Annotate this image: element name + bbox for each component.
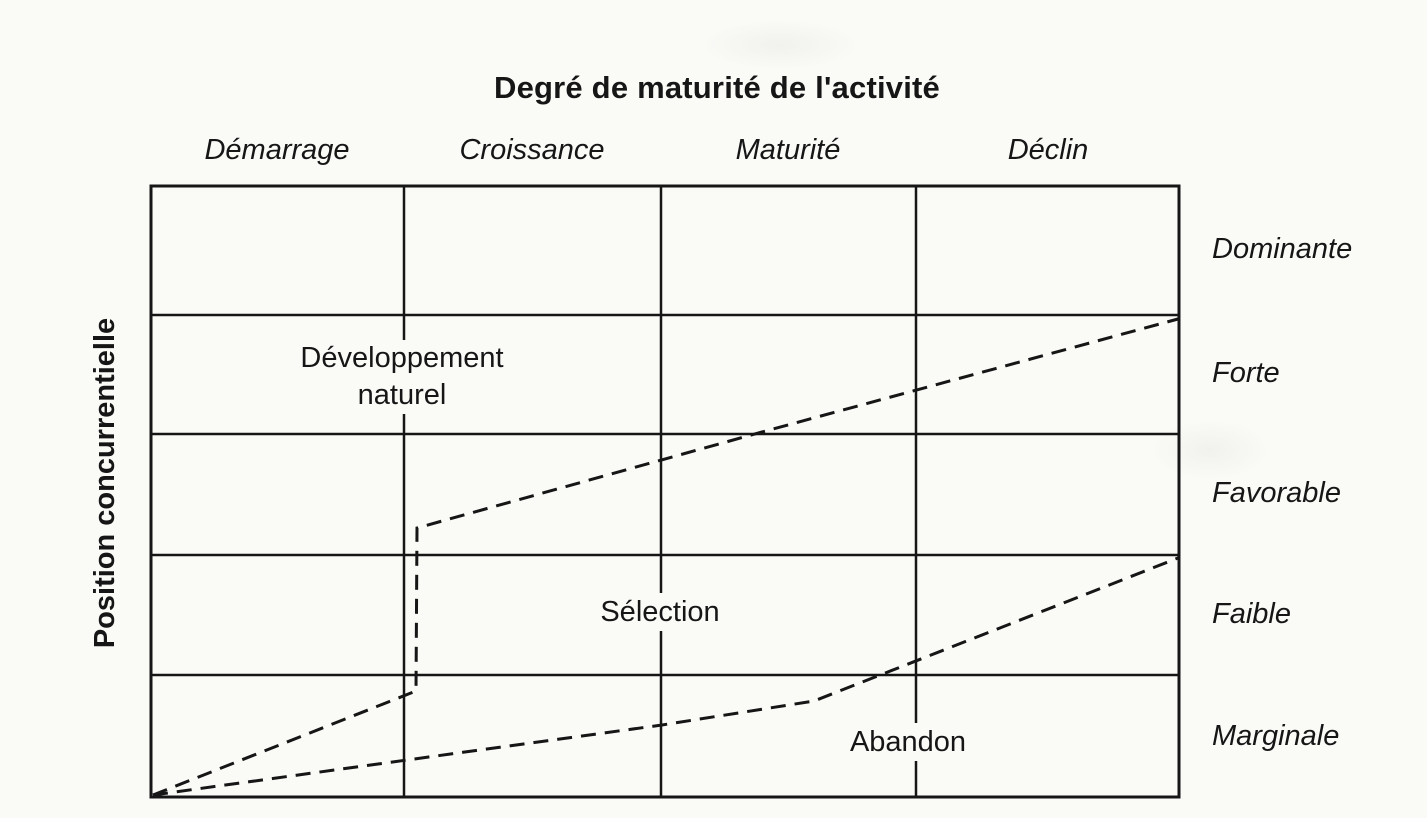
column-header-maturite: Maturité — [735, 134, 841, 166]
row-label-faible: Faible — [1212, 598, 1291, 630]
selection-zone-boundary — [152, 317, 1179, 797]
column-header-croissance: Croissance — [459, 134, 605, 166]
row-label-dominante: Dominante — [1212, 233, 1353, 265]
column-header-declin: Déclin — [1007, 134, 1089, 166]
abandon-zone-boundary — [152, 556, 1179, 797]
y-axis-label: Position concurrentielle — [89, 317, 121, 649]
row-label-marginale: Marginale — [1212, 720, 1340, 752]
zone-label-abandon: Abandon — [813, 723, 1003, 761]
zone-label-selection: Sélection — [560, 593, 760, 631]
grid-frame — [149, 184, 1181, 799]
column-header-demarrage: Démarrage — [204, 134, 350, 166]
diagram-title: Degré de maturité de l'activité — [494, 70, 940, 105]
zone-label-developpement-naturel: Développement naturel — [242, 340, 562, 414]
row-label-favorable: Favorable — [1212, 477, 1341, 509]
row-label-forte: Forte — [1212, 357, 1280, 389]
